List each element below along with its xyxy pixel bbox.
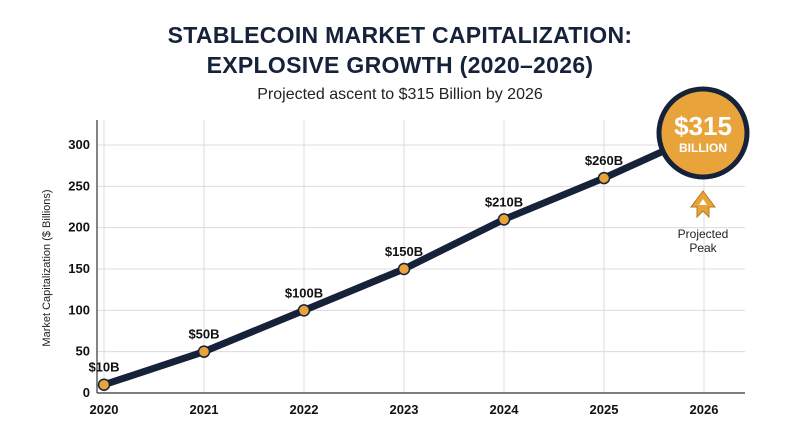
data-point bbox=[297, 304, 311, 317]
rocket-icon bbox=[690, 190, 716, 219]
data-label: $210B bbox=[485, 194, 523, 209]
chart-subtitle: Projected ascent to $315 Billion by 2026 bbox=[257, 86, 543, 103]
chart-title-line-1: STABLECOIN MARKET CAPITALIZATION: bbox=[167, 22, 633, 48]
data-point bbox=[397, 262, 411, 276]
data-labels: $10B $50B $100B $150B $210B $260B bbox=[88, 153, 623, 375]
peak-badge-unit: BILLION bbox=[679, 141, 727, 155]
data-point bbox=[597, 171, 611, 185]
y-tick-label: 100 bbox=[68, 302, 90, 317]
peak-callout: $315 BILLION Projected Peak bbox=[656, 86, 750, 255]
data-point bbox=[97, 378, 111, 391]
x-tick-label: 2023 bbox=[390, 402, 419, 417]
y-tick-label: 200 bbox=[68, 220, 90, 235]
data-points bbox=[97, 171, 611, 391]
y-tick-label: 150 bbox=[68, 261, 90, 276]
axes bbox=[96, 120, 745, 394]
x-tick-labels: 2020 2021 2022 2023 2024 2025 2026 bbox=[90, 402, 719, 417]
peak-note-line-2: Peak bbox=[689, 241, 717, 255]
data-point bbox=[497, 213, 511, 226]
x-tick-label: 2026 bbox=[690, 402, 719, 417]
data-label: $10B bbox=[88, 360, 119, 375]
y-tick-labels: 0 50 100 150 200 250 300 bbox=[68, 137, 90, 400]
y-axis-label: Market Capitalization ($ Billions) bbox=[41, 189, 53, 346]
x-tick-label: 2024 bbox=[490, 402, 520, 417]
data-label: $150B bbox=[385, 244, 423, 259]
x-tick-label: 2021 bbox=[190, 402, 219, 417]
x-tick-label: 2022 bbox=[290, 402, 319, 417]
data-point bbox=[197, 345, 211, 358]
y-tick-label: 0 bbox=[83, 385, 90, 400]
grid-lines bbox=[97, 120, 745, 393]
peak-badge-value: $315 bbox=[674, 111, 732, 141]
y-tick-label: 50 bbox=[76, 344, 90, 359]
data-label: $50B bbox=[188, 327, 219, 342]
data-label: $260B bbox=[585, 153, 623, 168]
peak-note-line-1: Projected bbox=[678, 227, 729, 241]
chart-title-line-2: EXPLOSIVE GROWTH (2020–2026) bbox=[206, 52, 594, 78]
x-tick-label: 2025 bbox=[590, 402, 619, 417]
y-tick-label: 250 bbox=[68, 178, 90, 193]
x-tick-label: 2020 bbox=[90, 402, 119, 417]
chart-title: STABLECOIN MARKET CAPITALIZATION: EXPLOS… bbox=[0, 20, 800, 80]
y-tick-label: 300 bbox=[68, 137, 90, 152]
data-label: $100B bbox=[285, 285, 323, 300]
peak-badge bbox=[656, 86, 750, 180]
